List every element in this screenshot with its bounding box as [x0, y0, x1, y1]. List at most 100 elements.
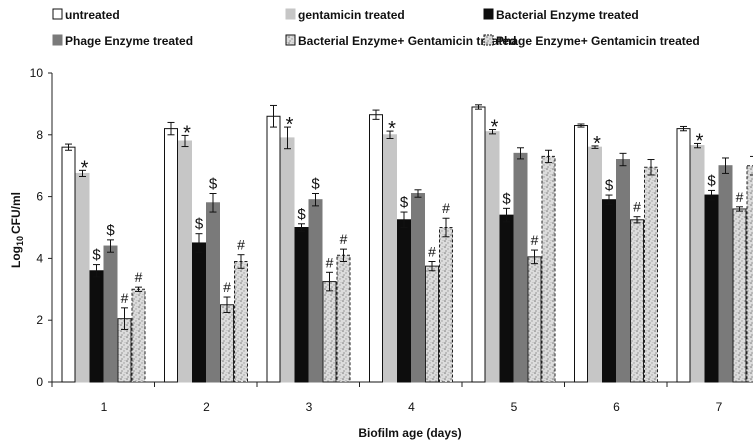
error-bar — [121, 307, 128, 330]
bar — [178, 140, 192, 383]
error-bar — [750, 155, 753, 176]
error-bar — [694, 142, 701, 149]
x-tick-label: 5 — [511, 400, 518, 414]
significance-marker: * — [183, 122, 191, 144]
significance-marker: # — [135, 269, 143, 285]
significance-marker: # — [237, 237, 245, 253]
significance-marker: $ — [195, 216, 204, 233]
significance-marker: $ — [92, 247, 101, 264]
significance-marker: $ — [106, 222, 115, 239]
significance-marker: $ — [502, 190, 511, 207]
bar — [266, 115, 281, 383]
error-bar — [326, 271, 333, 292]
error-bar — [708, 189, 715, 201]
bar — [732, 208, 747, 383]
bar — [336, 254, 351, 383]
legend-swatch — [285, 8, 296, 20]
significance-marker: # — [736, 189, 744, 205]
bar — [513, 152, 528, 383]
error-bar — [428, 260, 436, 272]
bar — [690, 145, 705, 383]
error-bar — [591, 145, 599, 149]
y-tick-label: 6 — [36, 190, 43, 204]
legend-label: Phage Enzyme+ Gentamicin treated — [496, 34, 700, 48]
bar — [746, 165, 753, 383]
significance-marker: * — [388, 118, 396, 140]
legend-label: gentamicin treated — [298, 8, 405, 22]
error-bar — [577, 123, 585, 128]
legend: untreated gentamicin treated Bacterial Enz… — [52, 8, 700, 48]
error-bar — [372, 109, 380, 120]
error-bar — [414, 189, 422, 198]
significance-marker: $ — [400, 194, 409, 211]
error-bar — [93, 264, 100, 278]
significance-marker: $ — [605, 177, 614, 194]
significance-marker: # — [340, 231, 348, 247]
x-tick-label: 6 — [613, 400, 620, 414]
significance-marker: * — [593, 133, 601, 155]
bar — [485, 131, 500, 383]
bar — [322, 281, 337, 383]
bar — [676, 128, 691, 383]
error-bar — [181, 134, 189, 148]
error-bar — [736, 206, 743, 212]
error-bar — [647, 159, 655, 176]
bar — [89, 270, 104, 383]
error-bar — [680, 125, 687, 132]
significance-marker: # — [442, 200, 450, 216]
significance-marker: $ — [209, 176, 218, 193]
bar — [234, 260, 248, 383]
y-tick-label: 4 — [36, 251, 43, 265]
error-bar — [531, 249, 538, 265]
legend-label: Bacterial Enzyme treated — [496, 8, 639, 22]
error-bar — [386, 130, 394, 140]
significance-marker: * — [286, 114, 294, 136]
error-bar — [312, 193, 319, 207]
bar — [541, 155, 556, 383]
bar — [602, 199, 616, 383]
error-bar — [270, 104, 277, 128]
y-axis-label: Log10 CFU/ml — [9, 192, 25, 268]
bar — [103, 245, 118, 383]
legend-label: untreated — [65, 8, 120, 22]
significance-marker: * — [81, 157, 89, 179]
error-bar — [517, 147, 524, 160]
error-bar — [400, 211, 408, 228]
bar — [439, 227, 453, 383]
bar — [471, 106, 486, 383]
significance-marker: # — [223, 279, 231, 295]
error-bar — [619, 152, 627, 167]
bar — [588, 146, 602, 383]
significance-marker: $ — [311, 176, 320, 193]
legend-swatch — [285, 34, 296, 46]
error-bar — [475, 104, 482, 110]
bar — [718, 165, 733, 383]
x-tick-label: 4 — [408, 400, 415, 414]
error-bar — [167, 121, 175, 136]
bar — [75, 172, 90, 383]
bar — [131, 288, 146, 383]
error-bar — [237, 254, 245, 269]
bar — [397, 219, 411, 383]
bar — [527, 256, 542, 383]
y-axis-label-subscript: 10 — [15, 236, 25, 246]
legend-swatch — [483, 34, 494, 46]
bar — [280, 137, 295, 383]
bar — [616, 159, 630, 383]
error-bar — [503, 207, 510, 223]
bar — [61, 146, 76, 383]
error-bar — [65, 143, 72, 151]
y-tick-label: 10 — [30, 66, 44, 80]
bar — [425, 265, 439, 383]
significance-marker: # — [531, 232, 539, 248]
legend-swatch — [483, 8, 494, 20]
x-tick-label: 3 — [306, 400, 313, 414]
bar — [164, 128, 178, 383]
error-bar — [633, 216, 641, 224]
significance-marker: $ — [297, 206, 306, 223]
legend-label: Phage Enzyme treated — [65, 34, 193, 48]
bar — [294, 227, 309, 383]
error-bar — [209, 193, 217, 213]
error-bar — [79, 169, 86, 178]
